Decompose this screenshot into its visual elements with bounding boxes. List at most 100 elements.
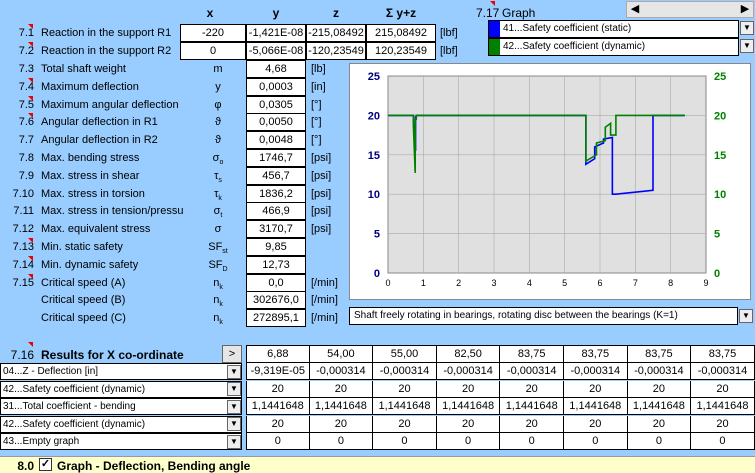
y-tick-label-left: 15 xyxy=(368,150,380,162)
result-value: 0,0048 xyxy=(246,131,306,150)
result-unit: [psi] xyxy=(311,187,332,200)
table-cell: 20 xyxy=(373,415,437,433)
reaction-number: 7.2 xyxy=(18,45,34,57)
x-tick-label: 1 xyxy=(421,278,426,288)
x-coordinate-cell[interactable]: 83,75 xyxy=(564,345,628,363)
y-tick-label-right: 20 xyxy=(714,110,726,122)
result-value: 3170,7 xyxy=(246,220,306,239)
symbol-main: n xyxy=(213,276,220,289)
result-row: 7.8 Max. bending stress σo 1746,7 [psi] xyxy=(0,149,345,167)
result-label: Max. bending stress xyxy=(41,152,140,164)
y-tick-label-left: 0 xyxy=(374,268,380,280)
result-row: 7.13 Min. static safety SFst 9,85 xyxy=(0,238,345,256)
reaction-number: 7.1 xyxy=(18,27,34,39)
note-marker xyxy=(28,42,33,47)
x-coordinate-cell[interactable]: 6,88 xyxy=(246,345,310,363)
table-row-dropdown[interactable]: ▼ xyxy=(227,364,241,379)
symbol-main: ϑ xyxy=(214,116,221,129)
y-tick-label-right: 25 xyxy=(714,71,726,83)
result-number: 7.9 xyxy=(18,169,34,182)
x-coordinate-cell[interactable]: 83,75 xyxy=(500,345,564,363)
footer-checkbox[interactable]: ✓ xyxy=(39,458,52,471)
table-row-dropdown[interactable]: ▼ xyxy=(227,382,241,396)
table-cell: -0,000314 xyxy=(564,363,628,380)
x-tick-label: 9 xyxy=(703,278,708,288)
table-cell: 0 xyxy=(436,433,501,450)
table-row-dropdown[interactable]: ▼ xyxy=(227,434,241,449)
result-row: 7.14 Min. dynamic safety SFD 12,73 xyxy=(0,255,345,274)
x-coordinate-cell[interactable]: 55,00 xyxy=(373,345,437,363)
reaction-row: 7.1 Reaction in the support R1 -220 -1,421E… xyxy=(0,24,470,42)
x-coordinate-cell[interactable]: 82,50 xyxy=(436,345,501,363)
graph-scrollbar[interactable]: ◀ ▶ xyxy=(626,1,754,18)
result-symbol: τk xyxy=(190,188,246,202)
table-row-label: 31...Total coefficient - bending xyxy=(3,401,136,412)
y-tick-label-right: 0 xyxy=(714,268,720,280)
table-cell: 20 xyxy=(436,415,501,433)
table-cell: 20 xyxy=(436,380,501,398)
result-label: Critical speed (C) xyxy=(41,312,126,325)
symbol-sub: k xyxy=(219,301,223,309)
result-number: 7.3 xyxy=(18,63,34,75)
scroll-right-arrow[interactable]: ▶ xyxy=(740,3,750,15)
result-value: 456,7 xyxy=(246,166,306,185)
result-symbol: SFst xyxy=(190,241,246,255)
next-button[interactable]: > xyxy=(222,345,242,363)
table-row-select[interactable]: 43...Empty graph xyxy=(0,433,242,450)
table-cell: 20 xyxy=(627,380,692,398)
reaction-x-value: 0 xyxy=(180,42,246,60)
y-tick-label-right: 10 xyxy=(714,189,726,201)
reaction-y-value: -1,421E-08 xyxy=(246,24,306,42)
table-row-select[interactable]: 04...Z - Deflection [in] xyxy=(0,363,242,380)
y-tick-label-left: 10 xyxy=(368,189,380,201)
legend-item-static[interactable]: 41...Safety coefficient (static) xyxy=(488,20,739,38)
result-value: 272895,1 xyxy=(246,309,306,328)
footer-number: 8.0 xyxy=(17,459,34,473)
result-label: Max. stress in tension/pressu xyxy=(41,205,184,218)
mode-select[interactable]: Shaft freely rotating in bearings, rotat… xyxy=(349,307,738,325)
result-symbol: nk xyxy=(190,294,246,308)
result-unit: [°] xyxy=(311,134,322,147)
x-coordinate-cell[interactable]: 83,75 xyxy=(691,345,755,363)
table-row-label: 04...Z - Deflection [in] xyxy=(3,366,99,377)
result-value: 0,0 xyxy=(246,273,306,292)
legend-item-dynamic[interactable]: 42...Safety coefficient (dynamic) xyxy=(488,38,739,56)
table-cell: 0 xyxy=(246,433,310,450)
result-number: 7.6 xyxy=(18,116,34,129)
table-row-dropdown[interactable]: ▼ xyxy=(227,399,241,414)
result-unit: [°] xyxy=(311,98,322,111)
result-label: Maximum deflection xyxy=(41,80,139,93)
legend-dynamic-dropdown[interactable]: ▼ xyxy=(740,39,754,53)
table-row-select[interactable]: 42...Safety coefficient (dynamic) xyxy=(0,415,242,433)
table-cell: 20 xyxy=(373,380,437,398)
reaction-y-value: -5,066E-08 xyxy=(246,42,306,60)
legend-label-static: 41...Safety coefficient (static) xyxy=(503,23,632,34)
mode-select-dropdown[interactable]: ▼ xyxy=(739,309,753,323)
result-label: Angular deflection in R1 xyxy=(41,116,158,129)
mode-select-value: Shaft freely rotating in bearings, rotat… xyxy=(354,310,678,321)
result-number: 7.7 xyxy=(18,134,34,147)
result-value: 466,9 xyxy=(246,202,306,221)
result-symbol: τs xyxy=(190,170,246,184)
result-row: Critical speed (B) nk 302676,0 [/min] xyxy=(0,291,345,310)
series-dynamic-line xyxy=(388,114,685,173)
table-cell: 20 xyxy=(246,380,310,398)
table-cell: -0,000314 xyxy=(436,363,501,380)
legend-static-dropdown[interactable]: ▼ xyxy=(740,21,754,35)
x-coordinate-cell[interactable]: 54,00 xyxy=(309,345,374,363)
table-row-dropdown[interactable]: ▼ xyxy=(227,417,241,431)
symbol-main: σ xyxy=(213,205,221,218)
result-number: 7.4 xyxy=(18,80,34,93)
symbol-sub: t xyxy=(220,212,223,220)
scroll-left-arrow[interactable]: ◀ xyxy=(630,3,640,15)
x-coordinate-cell[interactable]: 83,75 xyxy=(627,345,692,363)
table-row-select[interactable]: 42...Safety coefficient (dynamic) xyxy=(0,380,242,398)
result-row: 7.4 Maximum deflection y 0,0003 [in] xyxy=(0,77,345,96)
symbol-main: SF xyxy=(208,241,223,253)
y-tick-label-right: 15 xyxy=(714,150,726,162)
table-row-select[interactable]: 31...Total coefficient - bending xyxy=(0,398,242,415)
footer-bar: 8.0 ✓ Graph - Deflection, Bending angle xyxy=(0,456,755,473)
table-cell: 1,1441648 xyxy=(373,398,437,415)
reaction-unit: [lbf] xyxy=(440,27,458,39)
